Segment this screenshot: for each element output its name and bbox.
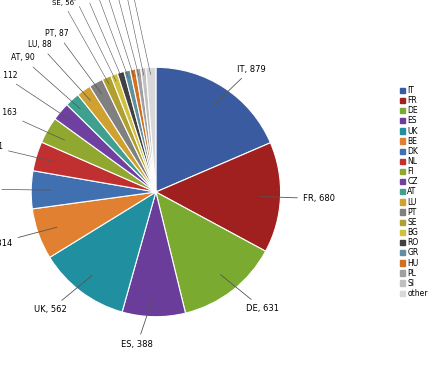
Text: DK, 232: DK, 232 <box>0 185 51 194</box>
Wedge shape <box>156 143 281 251</box>
Text: DE, 631: DE, 631 <box>220 275 279 313</box>
Text: HU, 33: HU, 33 <box>94 0 134 77</box>
Text: GR, 38: GR, 38 <box>85 0 129 78</box>
Text: SI, 31: SI, 31 <box>115 0 144 75</box>
Text: PL, 32: PL, 32 <box>105 0 139 76</box>
Text: BG, 42: BG, 42 <box>64 0 116 81</box>
Text: SE, 56: SE, 56 <box>52 0 109 84</box>
Text: IT, 879: IT, 879 <box>214 65 265 105</box>
Wedge shape <box>130 69 156 192</box>
Wedge shape <box>136 68 156 192</box>
Text: UK, 562: UK, 562 <box>35 275 92 314</box>
Wedge shape <box>55 105 156 192</box>
Wedge shape <box>32 192 156 257</box>
Text: LU, 88: LU, 88 <box>28 40 90 101</box>
Wedge shape <box>50 192 156 312</box>
Text: CZ, 112: CZ, 112 <box>0 71 70 120</box>
Wedge shape <box>31 171 156 209</box>
Text: RO, 42: RO, 42 <box>74 0 123 79</box>
Wedge shape <box>78 86 156 192</box>
Wedge shape <box>102 76 156 192</box>
Legend: IT, FR, DE, ES, UK, BE, DK, NL, FI, CZ, AT, LU, PT, SE, BG, RO, GR, HU, PL, SI, : IT, FR, DE, ES, UK, BE, DK, NL, FI, CZ, … <box>398 84 429 300</box>
Wedge shape <box>111 73 156 192</box>
Text: BE, 314: BE, 314 <box>0 227 57 248</box>
Text: ES, 388: ES, 388 <box>121 297 153 349</box>
Wedge shape <box>146 67 156 192</box>
Wedge shape <box>124 70 156 192</box>
Wedge shape <box>90 79 156 192</box>
Wedge shape <box>156 192 265 313</box>
Text: other, 61: other, 61 <box>116 0 151 74</box>
Text: AT, 90: AT, 90 <box>11 53 80 109</box>
Text: FR, 680: FR, 680 <box>261 194 335 203</box>
Wedge shape <box>42 119 156 192</box>
Wedge shape <box>117 71 156 192</box>
Wedge shape <box>67 95 156 192</box>
Text: NL, 181: NL, 181 <box>0 142 55 162</box>
Wedge shape <box>141 68 156 192</box>
Text: FI, 163: FI, 163 <box>0 108 65 140</box>
Wedge shape <box>33 142 156 192</box>
Wedge shape <box>156 67 271 192</box>
Wedge shape <box>122 192 185 317</box>
Text: PT, 87: PT, 87 <box>45 29 101 94</box>
